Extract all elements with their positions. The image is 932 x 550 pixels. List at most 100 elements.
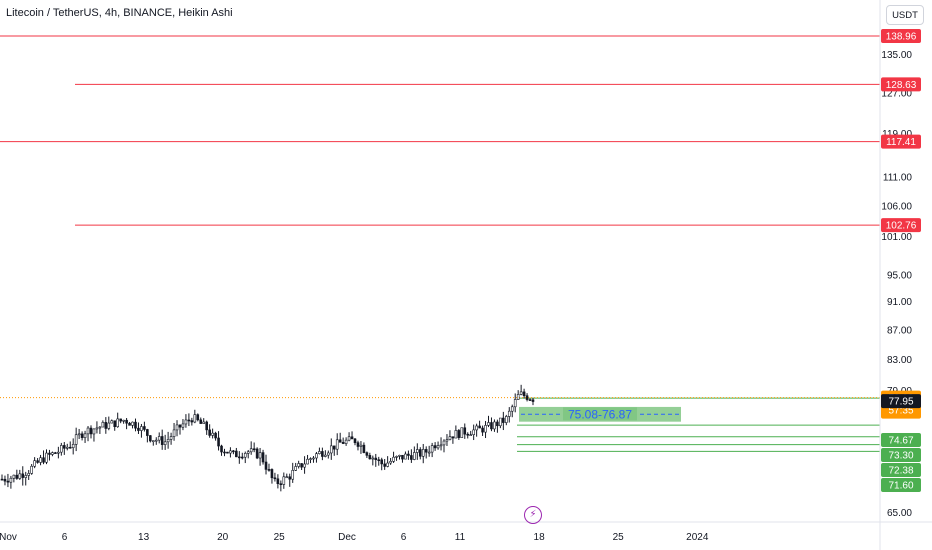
candle-body bbox=[353, 438, 357, 443]
candle-body bbox=[199, 419, 203, 424]
support-price-tag: 71.60 bbox=[888, 481, 913, 492]
candle-body bbox=[229, 450, 232, 454]
y-tick-label: 91.00 bbox=[887, 297, 912, 308]
candle-body bbox=[163, 441, 167, 445]
candle-body bbox=[89, 427, 93, 435]
candle-body bbox=[196, 414, 200, 421]
candle-body bbox=[110, 420, 114, 424]
candle-body bbox=[531, 399, 535, 402]
candle-body bbox=[519, 391, 523, 395]
support-price-tag-bg bbox=[881, 463, 921, 477]
candle-body bbox=[57, 451, 60, 454]
candle-body bbox=[359, 444, 363, 447]
candle-body bbox=[436, 445, 440, 449]
candle-body bbox=[107, 422, 111, 429]
y-tick-label: 127.00 bbox=[881, 88, 912, 99]
candle-body bbox=[21, 473, 25, 478]
lightning-icon[interactable]: ⚡ bbox=[524, 506, 542, 524]
candle-body bbox=[356, 442, 360, 447]
y-tick-label: 101.00 bbox=[881, 232, 912, 243]
candle-body bbox=[487, 422, 490, 426]
candle-body bbox=[365, 452, 369, 456]
candle-body bbox=[383, 463, 386, 467]
candle-body bbox=[407, 453, 410, 456]
candle-body bbox=[157, 436, 161, 441]
candle-body bbox=[255, 448, 259, 459]
x-tick-label: 20 bbox=[217, 532, 229, 543]
zone-label: 75.08-76.87 bbox=[568, 407, 632, 421]
zone-label-bg bbox=[563, 407, 637, 421]
candle-body bbox=[315, 453, 318, 459]
currency-button[interactable]: USDT bbox=[886, 5, 924, 25]
candle-body bbox=[74, 434, 78, 445]
candle-body bbox=[273, 477, 277, 480]
x-tick-label: 18 bbox=[534, 532, 546, 543]
candle-body bbox=[371, 457, 375, 460]
candle-body bbox=[65, 446, 69, 449]
candle-body bbox=[338, 439, 342, 443]
y-tick-label: 65.00 bbox=[887, 508, 912, 519]
candle-body bbox=[267, 469, 271, 471]
candle-body bbox=[12, 474, 16, 479]
countdown-tag: 57:35 bbox=[888, 406, 913, 417]
candle-body bbox=[478, 425, 481, 429]
x-tick-label: 13 bbox=[138, 532, 150, 543]
candle-body bbox=[166, 439, 170, 443]
candle-body bbox=[291, 470, 295, 480]
candle-body bbox=[240, 456, 244, 459]
candle-body bbox=[416, 449, 419, 453]
candle-body bbox=[223, 451, 226, 454]
candle-body bbox=[309, 458, 312, 460]
candle-body bbox=[98, 426, 102, 429]
candle-body bbox=[502, 417, 505, 423]
candle-body bbox=[335, 439, 339, 450]
candle-body bbox=[377, 459, 381, 462]
candle-body bbox=[270, 469, 274, 479]
chart-title: Litecoin / TetherUS, 4h, BINANCE, Heikin… bbox=[6, 7, 233, 19]
candle-body bbox=[484, 425, 487, 433]
candle-body bbox=[276, 478, 280, 485]
candle-body bbox=[42, 457, 45, 463]
candle-body bbox=[442, 440, 446, 446]
candle-body bbox=[493, 421, 496, 430]
candle-body bbox=[380, 459, 384, 465]
candle-body bbox=[33, 460, 36, 467]
candle-body bbox=[525, 395, 529, 400]
candle-body bbox=[350, 436, 354, 440]
candle-body bbox=[184, 419, 188, 425]
candle-body bbox=[463, 427, 467, 435]
support-price-tag: 72.38 bbox=[888, 466, 913, 477]
candle-body bbox=[154, 439, 158, 442]
candle-body bbox=[303, 463, 306, 468]
candle-body bbox=[160, 436, 164, 445]
candle-body bbox=[36, 460, 39, 463]
last-price-tag-bg bbox=[881, 394, 921, 409]
candle-body bbox=[140, 426, 143, 431]
candle-body bbox=[149, 435, 152, 442]
candle-body bbox=[252, 448, 256, 451]
last-price-tag: 77.95 bbox=[888, 397, 913, 408]
candle-body bbox=[398, 454, 401, 457]
candle-body bbox=[62, 445, 66, 449]
level-lines bbox=[0, 35, 880, 452]
candle-body bbox=[401, 454, 404, 460]
resistance-price-tag-bg bbox=[881, 134, 921, 149]
candle-body bbox=[516, 394, 520, 400]
candle-body bbox=[496, 421, 499, 427]
x-tick-label: Dec bbox=[338, 532, 356, 543]
candle-body bbox=[341, 442, 345, 444]
support-price-tag: 73.30 bbox=[888, 451, 913, 462]
candle-body bbox=[146, 429, 149, 436]
candle-body bbox=[445, 439, 449, 442]
candle-body bbox=[211, 432, 214, 436]
candle-body bbox=[374, 457, 378, 461]
candle-body bbox=[202, 421, 206, 424]
candle-body bbox=[27, 473, 30, 476]
candle-body bbox=[178, 424, 182, 428]
candle-body bbox=[113, 420, 117, 428]
candle-body bbox=[214, 432, 217, 439]
candle-body bbox=[368, 455, 372, 460]
candle-body bbox=[205, 421, 208, 431]
candle-body bbox=[175, 424, 179, 431]
